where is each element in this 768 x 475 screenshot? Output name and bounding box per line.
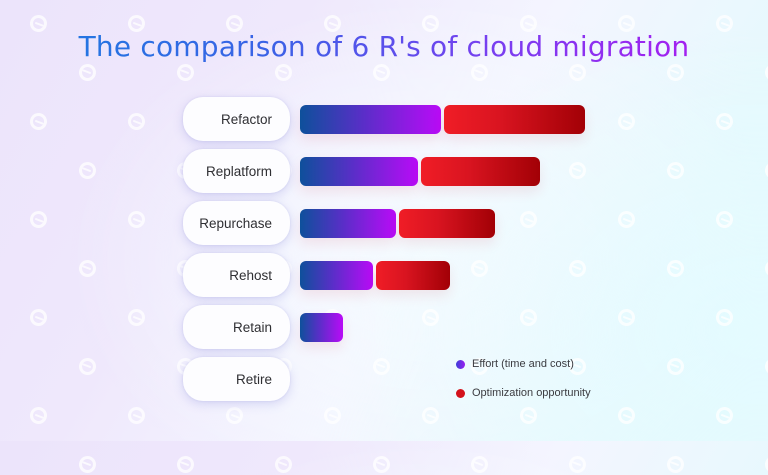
watermark-logo-icon bbox=[713, 110, 736, 133]
watermark-logo-icon bbox=[615, 404, 638, 427]
watermark-logo-icon bbox=[664, 453, 687, 475]
watermark-logo-icon bbox=[27, 110, 50, 133]
watermark-logo-icon bbox=[566, 257, 589, 280]
category-label-retire: Retire bbox=[183, 357, 290, 401]
watermark-logo-icon bbox=[370, 453, 393, 475]
watermark-logo-icon bbox=[76, 355, 99, 378]
legend-label-optimization: Optimization opportunity bbox=[472, 387, 591, 399]
category-label-refactor: Refactor bbox=[183, 97, 290, 141]
watermark-logo-icon bbox=[713, 208, 736, 231]
category-label-repurchase: Repurchase bbox=[183, 201, 290, 245]
watermark-logo-icon bbox=[566, 159, 589, 182]
watermark-logo-icon bbox=[272, 61, 295, 84]
watermark-logo-icon bbox=[566, 453, 589, 475]
watermark-logo-icon bbox=[370, 355, 393, 378]
watermark-logo-icon bbox=[517, 404, 540, 427]
watermark-logo-icon bbox=[664, 355, 687, 378]
legend-label-effort: Effort (time and cost) bbox=[472, 358, 574, 370]
watermark-logo-icon bbox=[615, 208, 638, 231]
chart-title: The comparison of 6 R's of cloud migrati… bbox=[0, 30, 768, 63]
watermark-logo-icon bbox=[664, 257, 687, 280]
watermark-logo-icon bbox=[762, 355, 768, 378]
watermark-logo-icon bbox=[272, 453, 295, 475]
watermark-logo-icon bbox=[174, 453, 197, 475]
watermark-logo-icon bbox=[125, 110, 148, 133]
watermark-logo-icon bbox=[76, 257, 99, 280]
bar-effort-retain bbox=[300, 313, 343, 342]
watermark-logo-icon bbox=[762, 61, 768, 84]
watermark-logo-icon bbox=[125, 208, 148, 231]
watermark-logo-icon bbox=[615, 110, 638, 133]
watermark-logo-icon bbox=[762, 453, 768, 475]
category-label-retain: Retain bbox=[183, 305, 290, 349]
watermark-logo-icon bbox=[27, 306, 50, 329]
bar-optimization-replatform bbox=[421, 157, 540, 186]
watermark-logo-icon bbox=[468, 257, 491, 280]
watermark-logo-icon bbox=[566, 61, 589, 84]
watermark-logo-icon bbox=[419, 306, 442, 329]
bar-effort-replatform bbox=[300, 157, 418, 186]
legend-item-optimization: Optimization opportunity bbox=[456, 387, 591, 399]
watermark-logo-icon bbox=[419, 404, 442, 427]
legend-dot-effort-icon bbox=[456, 359, 465, 369]
watermark-logo-icon bbox=[713, 306, 736, 329]
legend-dot-optimization-icon bbox=[456, 388, 465, 398]
watermark-logo-icon bbox=[125, 404, 148, 427]
watermark-logo-icon bbox=[664, 61, 687, 84]
watermark-logo-icon bbox=[223, 404, 246, 427]
watermark-logo-icon bbox=[664, 159, 687, 182]
watermark-logo-icon bbox=[76, 61, 99, 84]
watermark-logo-icon bbox=[370, 61, 393, 84]
bar-effort-refactor bbox=[300, 105, 441, 134]
watermark-logo-icon bbox=[27, 404, 50, 427]
watermark-logo-icon bbox=[76, 159, 99, 182]
watermark-logo-icon bbox=[517, 306, 540, 329]
watermark-logo-icon bbox=[27, 208, 50, 231]
watermark-logo-icon bbox=[468, 453, 491, 475]
bar-optimization-repurchase bbox=[399, 209, 495, 238]
bar-optimization-rehost bbox=[376, 261, 450, 290]
bar-effort-repurchase bbox=[300, 209, 396, 238]
legend-item-effort: Effort (time and cost) bbox=[456, 358, 574, 370]
watermark-logo-icon bbox=[125, 306, 148, 329]
watermark-logo-icon bbox=[174, 61, 197, 84]
bar-optimization-refactor bbox=[444, 105, 585, 134]
watermark-logo-icon bbox=[76, 453, 99, 475]
watermark-logo-icon bbox=[321, 404, 344, 427]
watermark-logo-icon bbox=[468, 61, 491, 84]
chart-title-text: The comparison of 6 R's of cloud migrati… bbox=[78, 30, 690, 63]
watermark-logo-icon bbox=[762, 257, 768, 280]
watermark-logo-icon bbox=[762, 159, 768, 182]
watermark-logo-icon bbox=[615, 306, 638, 329]
watermark-logo-icon bbox=[517, 208, 540, 231]
watermark-logo-icon bbox=[713, 404, 736, 427]
category-label-replatform: Replatform bbox=[183, 149, 290, 193]
bar-effort-rehost bbox=[300, 261, 373, 290]
category-label-rehost: Rehost bbox=[183, 253, 290, 297]
